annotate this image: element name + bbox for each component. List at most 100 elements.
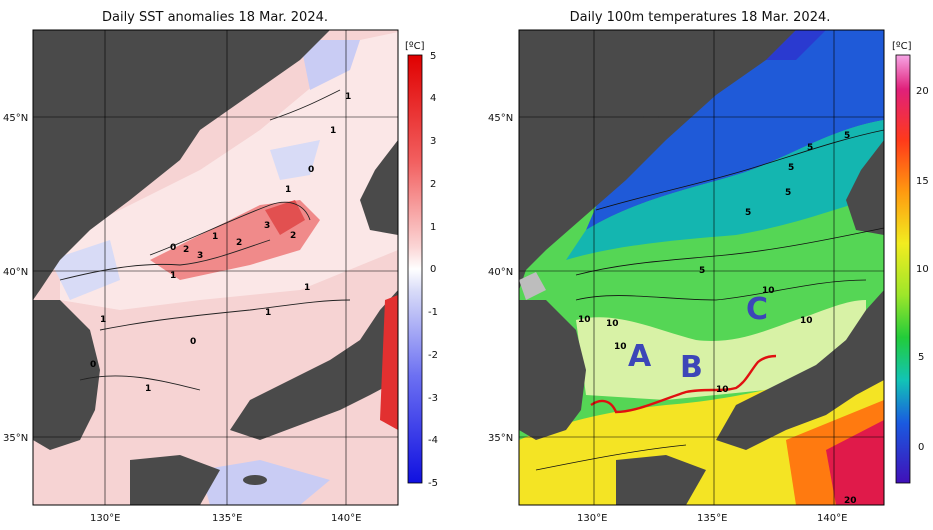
lon-label: 140°E: [331, 513, 361, 524]
right-panel-title: Daily 100m temperatures 18 Mar. 2024.: [569, 10, 831, 25]
lat-label: 40°N: [3, 267, 28, 278]
contour-label: 10: [614, 342, 627, 352]
right-cyan-band: [566, 120, 884, 260]
lon-label: 130°E: [90, 513, 120, 524]
left-contour-labels: 1 0 1 1 2 3 2 2 3 0 1 1 1 1 0 1 0 1: [90, 92, 351, 394]
lat-label: 40°N: [488, 267, 513, 278]
contour-label: 1: [304, 283, 310, 293]
left-hot-core: [265, 200, 305, 235]
right-colorbar-ticks: 20 15 10 5 0: [916, 86, 929, 453]
contour-label: 10: [578, 315, 591, 325]
left-cool-patch-2: [270, 140, 320, 180]
cb-tick: 1: [430, 222, 436, 233]
right-red-zone: [826, 420, 884, 505]
contour-label: 1: [345, 92, 351, 102]
cb-tick: 4: [430, 93, 436, 104]
contour-label: 0: [308, 165, 314, 175]
contour-label: 5: [844, 131, 850, 141]
cb-tick: 0: [918, 442, 924, 453]
right-land-kyushu: [616, 455, 706, 505]
left-colorbar-unit: [ºC]: [405, 41, 425, 52]
right-front-line: [590, 354, 777, 414]
cb-tick: 15: [916, 176, 929, 187]
cb-tick: -5: [428, 478, 438, 489]
contour-label: 2: [290, 231, 296, 241]
cb-tick: -4: [428, 435, 438, 446]
contour-label: 20: [844, 496, 857, 506]
right-pale-zone: [576, 300, 866, 400]
cb-tick: -2: [428, 350, 438, 361]
contour-label: 1: [285, 185, 291, 195]
cb-tick: 0: [430, 264, 436, 275]
contour-label: 10: [606, 319, 619, 329]
left-colorbar: [407, 54, 423, 484]
right-map-svg: 5 5 5 5 5 5 10 10 10 10 10 10 20 A B C 4…: [488, 29, 929, 524]
contour-label: 2: [183, 245, 189, 255]
left-cool-patch-4: [300, 40, 360, 90]
left-pale-zone: [60, 32, 398, 310]
right-land-honshu: [716, 290, 884, 450]
contour-label: 5: [807, 143, 813, 153]
left-map-svg: 1 0 1 1 2 3 2 2 3 0 1 1 1 1 0 1 0 1 45°N…: [3, 29, 438, 524]
left-map: 1 0 1 1 2 3 2 2 3 0 1 1 1 1 0 1 0 1 45°N…: [0, 0, 460, 526]
contour-label: 5: [785, 188, 791, 198]
lat-label: 45°N: [3, 113, 28, 124]
contour-label: 0: [90, 360, 96, 370]
left-land-korea: [33, 300, 100, 450]
contour-label: 0: [190, 337, 196, 347]
right-colorbar: [895, 54, 911, 484]
left-island-1: [157, 110, 173, 130]
lat-label: 35°N: [488, 433, 513, 444]
contour-label: 1: [265, 308, 271, 318]
contour-label: 10: [716, 385, 729, 395]
left-cool-patch-1: [50, 240, 120, 300]
lon-label: 135°E: [697, 513, 727, 524]
right-contours: [535, 129, 885, 471]
contour-label: 1: [100, 315, 106, 325]
left-island-2: [243, 475, 267, 485]
left-contours: [59, 89, 351, 391]
contour-label: 1: [145, 384, 151, 394]
contour-label: 3: [197, 251, 203, 261]
left-land-kyushu: [130, 455, 220, 505]
left-map-frame: [32, 29, 399, 506]
left-land-hokkaido: [360, 140, 398, 235]
right-cold-zone: [586, 30, 884, 230]
contour-label: 10: [762, 286, 775, 296]
lat-label: 35°N: [3, 433, 28, 444]
left-land-continent: [33, 30, 330, 300]
left-grid: [33, 30, 398, 505]
right-land-continent: [519, 30, 796, 290]
contour-label: 1: [330, 126, 336, 136]
left-east-warm: [380, 295, 398, 430]
left-axis-labels: 45°N 40°N 35°N 130°E 135°E 140°E: [3, 113, 361, 524]
right-contour-labels: 5 5 5 5 5 5 10 10 10 10 10 10 20: [578, 131, 857, 506]
cb-tick: -3: [428, 393, 438, 404]
cb-tick: 3: [430, 136, 436, 147]
cb-tick: 10: [916, 264, 929, 275]
right-shelf-1: [519, 272, 546, 300]
cb-tick: -1: [428, 307, 438, 318]
region-label-c: C: [746, 292, 768, 327]
cb-tick: 5: [430, 51, 436, 62]
contour-label: 1: [212, 232, 218, 242]
lon-label: 130°E: [577, 513, 607, 524]
lon-label: 135°E: [212, 513, 242, 524]
region-label-a: A: [628, 339, 652, 374]
right-grid: [519, 30, 884, 505]
contour-label: 3: [264, 221, 270, 231]
region-label-b: B: [680, 350, 703, 385]
left-land-honshu: [230, 290, 398, 440]
contour-label: 1: [170, 271, 176, 281]
contour-label: 0: [170, 243, 176, 253]
contour-label: 10: [800, 316, 813, 326]
right-axis-labels: 45°N 40°N 35°N 130°E 135°E 140°E: [488, 113, 847, 524]
contour-label: 5: [699, 266, 705, 276]
right-land-hokkaido: [846, 140, 884, 235]
contour-label: 5: [745, 208, 751, 218]
lat-label: 45°N: [488, 113, 513, 124]
cb-tick: 20: [916, 86, 929, 97]
right-colorbar-unit: [ºC]: [892, 41, 912, 52]
contour-label: 2: [236, 238, 242, 248]
right-map-frame: [518, 29, 885, 506]
